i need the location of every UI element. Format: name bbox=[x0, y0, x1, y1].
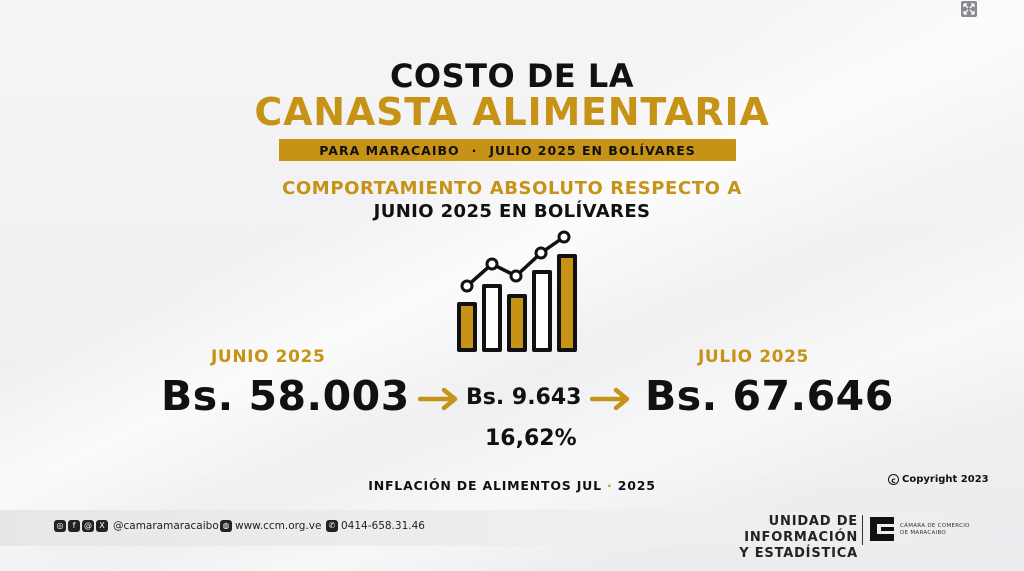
ribbon-location: PARA MARACAIBO bbox=[319, 142, 460, 158]
current-month-value: Bs. 67.646 bbox=[645, 372, 894, 420]
difference-percent: 16,62% bbox=[485, 426, 577, 451]
ribbon-period: JULIO 2025 EN BOLÍVARES bbox=[489, 142, 696, 158]
difference-value: Bs. 9.643 bbox=[466, 385, 582, 410]
unit-title-line-2: Y ESTADÍSTICA bbox=[739, 546, 858, 561]
globe-icon: ◍ bbox=[220, 520, 232, 532]
previous-month-label: JUNIO 2025 bbox=[211, 347, 326, 367]
footer-divider bbox=[862, 515, 863, 545]
unit-title: UNIDAD DE INFORMACIÓN Y ESTADÍSTICA bbox=[660, 514, 858, 562]
ribbon-separator: · bbox=[471, 142, 478, 158]
arrow-right-icon bbox=[418, 387, 458, 411]
subtitle-ribbon: PARA MARACAIBO · JULIO 2025 EN BOLÍVARES bbox=[279, 139, 736, 161]
footer-bar bbox=[0, 510, 1024, 546]
ccm-logo-icon bbox=[870, 517, 894, 541]
copyright-text: Copyright 2023 bbox=[902, 474, 989, 485]
threads-icon[interactable]: @ bbox=[82, 520, 94, 532]
current-month-label: JULIO 2025 bbox=[698, 347, 809, 367]
social-handle[interactable]: @camaramaracaibo bbox=[113, 520, 219, 532]
instagram-icon[interactable]: ◎ bbox=[54, 520, 66, 532]
previous-month-value: Bs. 58.003 bbox=[161, 372, 410, 420]
copyright-icon: c bbox=[888, 474, 899, 485]
inflation-year: 2025 bbox=[617, 478, 656, 493]
title-line-2: CANASTA ALIMENTARIA bbox=[254, 90, 770, 134]
copyright-notice: c Copyright 2023 bbox=[888, 474, 989, 485]
comparison-subheading: JUNIO 2025 EN BOLÍVARES bbox=[373, 201, 651, 222]
organization-name: CÁMARA DE COMERCIO DE MARACAIBO bbox=[900, 523, 970, 537]
expand-icon[interactable] bbox=[961, 1, 977, 17]
website-link[interactable]: ◍ www.ccm.org.ve bbox=[220, 520, 321, 532]
website-text[interactable]: www.ccm.org.ve bbox=[235, 520, 322, 532]
social-links: ◎ f @ X @camaramaracaibo bbox=[54, 520, 219, 532]
inflation-caption: INFLACIÓN DE ALIMENTOS JUL · 2025 bbox=[0, 478, 1024, 493]
organization-line-2: DE MARACAIBO bbox=[900, 530, 947, 536]
phone-text[interactable]: 0414-658.31.46 bbox=[341, 520, 425, 532]
bar-chart-trend-icon bbox=[457, 230, 577, 352]
whatsapp-icon: ✆ bbox=[326, 520, 338, 532]
title-line-1: COSTO DE LA bbox=[389, 57, 635, 95]
unit-title-line-1: UNIDAD DE INFORMACIÓN bbox=[744, 514, 858, 545]
comparison-heading: COMPORTAMIENTO ABSOLUTO RESPECTO A bbox=[282, 178, 742, 199]
facebook-icon[interactable]: f bbox=[68, 520, 80, 532]
inflation-label: INFLACIÓN DE ALIMENTOS JUL bbox=[368, 478, 602, 493]
arrow-right-icon bbox=[590, 387, 630, 411]
organization-line-1: CÁMARA DE COMERCIO bbox=[900, 523, 970, 529]
inflation-separator: · bbox=[607, 478, 613, 493]
x-icon[interactable]: X bbox=[96, 520, 108, 532]
phone-contact[interactable]: ✆ 0414-658.31.46 bbox=[326, 520, 425, 532]
